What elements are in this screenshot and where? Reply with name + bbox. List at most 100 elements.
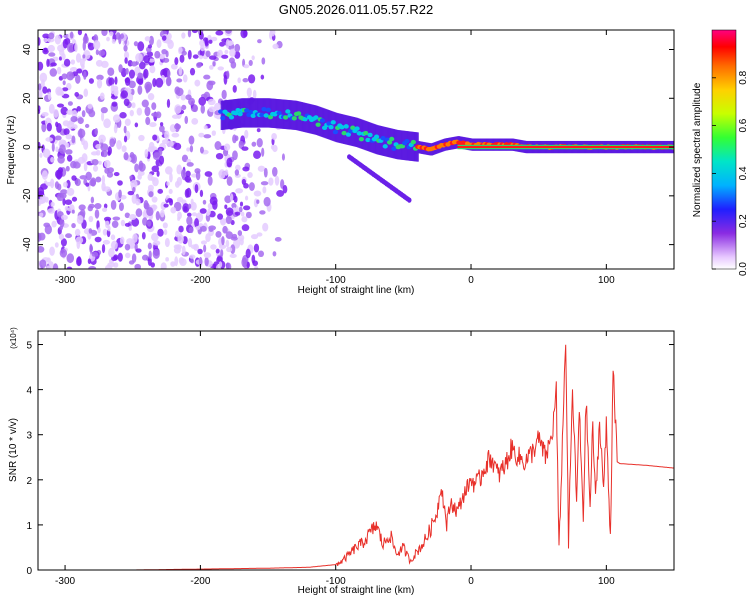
noise-blob (104, 167, 110, 174)
noise-blob (241, 224, 250, 232)
noise-blob (203, 244, 207, 253)
ridge-core (296, 111, 302, 116)
noise-blob (241, 146, 249, 151)
ridge-core (410, 139, 416, 145)
noise-blob (163, 229, 168, 236)
noise-blob (204, 256, 209, 267)
noise-blob (261, 57, 266, 65)
noise-blob (71, 209, 75, 214)
noise-blob (159, 122, 164, 127)
noise-blob (247, 171, 253, 178)
noise-blob (198, 132, 205, 138)
noise-blob (198, 96, 207, 106)
noise-blob (199, 189, 204, 198)
snr-multiplier: (x10⁴) (9, 327, 18, 349)
ridge-core (391, 146, 397, 151)
noise-blob (137, 85, 143, 95)
noise-blob (39, 72, 48, 83)
noise-blob (187, 203, 192, 210)
noise-blob (65, 133, 73, 140)
noise-blob (54, 242, 59, 248)
ridge-core (350, 125, 356, 130)
noise-blob (171, 132, 180, 138)
noise-blob (41, 122, 47, 133)
noise-blob (166, 140, 174, 147)
noise-blob (188, 226, 194, 234)
colorbar-label: Normalized spectral amplitude (692, 82, 703, 217)
noise-blob (100, 143, 109, 152)
noise-blob (38, 61, 44, 71)
noise-blob (128, 214, 137, 220)
ridge-core (345, 132, 352, 137)
noise-blob (141, 231, 146, 240)
noise-blob (129, 175, 133, 180)
snr-panel: -300 -200 -100 0 100 0 1 2 3 4 5 Height of straig… (8, 327, 675, 596)
noise-blob (197, 248, 203, 255)
noise-blob (241, 216, 248, 223)
noise-blob (233, 238, 241, 249)
noise-blob (262, 186, 267, 194)
noise-blob (100, 106, 108, 114)
noise-blob (98, 134, 106, 143)
noise-blob (38, 141, 41, 150)
colorbar-frame (711, 29, 737, 270)
noise-blob (210, 36, 218, 42)
noise-blob (124, 118, 131, 127)
noise-blob (234, 51, 241, 59)
noise-blob (210, 244, 217, 250)
noise-blob (87, 103, 93, 109)
noise-blob (276, 189, 285, 197)
noise-blob (103, 118, 111, 129)
noise-blob (83, 162, 88, 172)
ridge-core (347, 128, 354, 134)
y-tick-label: 4 (26, 386, 32, 397)
noise-blob (94, 236, 102, 243)
noise-blob (242, 77, 249, 83)
noise-blob (144, 36, 151, 42)
y-tick-label: -40 (22, 237, 33, 252)
ridge-core (386, 140, 393, 145)
noise-blob (243, 64, 250, 69)
noise-blob (147, 256, 152, 266)
noise-blob (50, 156, 55, 163)
noise-blob (246, 261, 250, 269)
noise-blob (239, 237, 244, 246)
noise-blob (241, 257, 248, 268)
noise-blob (176, 196, 184, 203)
noise-blob (261, 147, 265, 157)
noise-blob (205, 233, 211, 243)
noise-blob (189, 145, 194, 153)
noise-blob (187, 30, 192, 38)
noise-blob (66, 71, 75, 81)
noise-blob (200, 225, 207, 232)
noise-blob (229, 48, 236, 57)
noise-blob (151, 165, 160, 173)
noise-blob (144, 148, 149, 158)
noise-blob (46, 257, 51, 263)
spectrogram-y-ticks: -40 -20 0 20 40 (22, 44, 674, 252)
noise-blob (114, 76, 118, 85)
ridge-core (302, 117, 308, 122)
ridge-core (365, 137, 371, 143)
snr-x-ticks: -300 -200 -100 0 100 (55, 331, 615, 587)
noise-blob (244, 195, 249, 201)
noise-blob (234, 169, 240, 176)
y-tick-label: -20 (22, 188, 33, 203)
noise-blob (123, 125, 127, 134)
noise-blob (195, 225, 201, 230)
figure-title: GN05.2026.011.05.57.R22 (279, 2, 433, 17)
noise-blob (38, 199, 44, 205)
noise-blob (146, 207, 154, 217)
noise-blob (181, 245, 186, 256)
noise-blob (117, 252, 123, 262)
ridge-core (328, 124, 334, 130)
noise-blob (65, 149, 73, 155)
noise-blob (138, 162, 146, 172)
noise-blob (150, 176, 156, 182)
noise-blob (77, 30, 83, 36)
ridge-core (358, 136, 365, 142)
noise-blob (101, 175, 106, 185)
noise-blob (198, 31, 204, 40)
noise-blob (189, 254, 196, 259)
noise-blob (71, 223, 76, 229)
